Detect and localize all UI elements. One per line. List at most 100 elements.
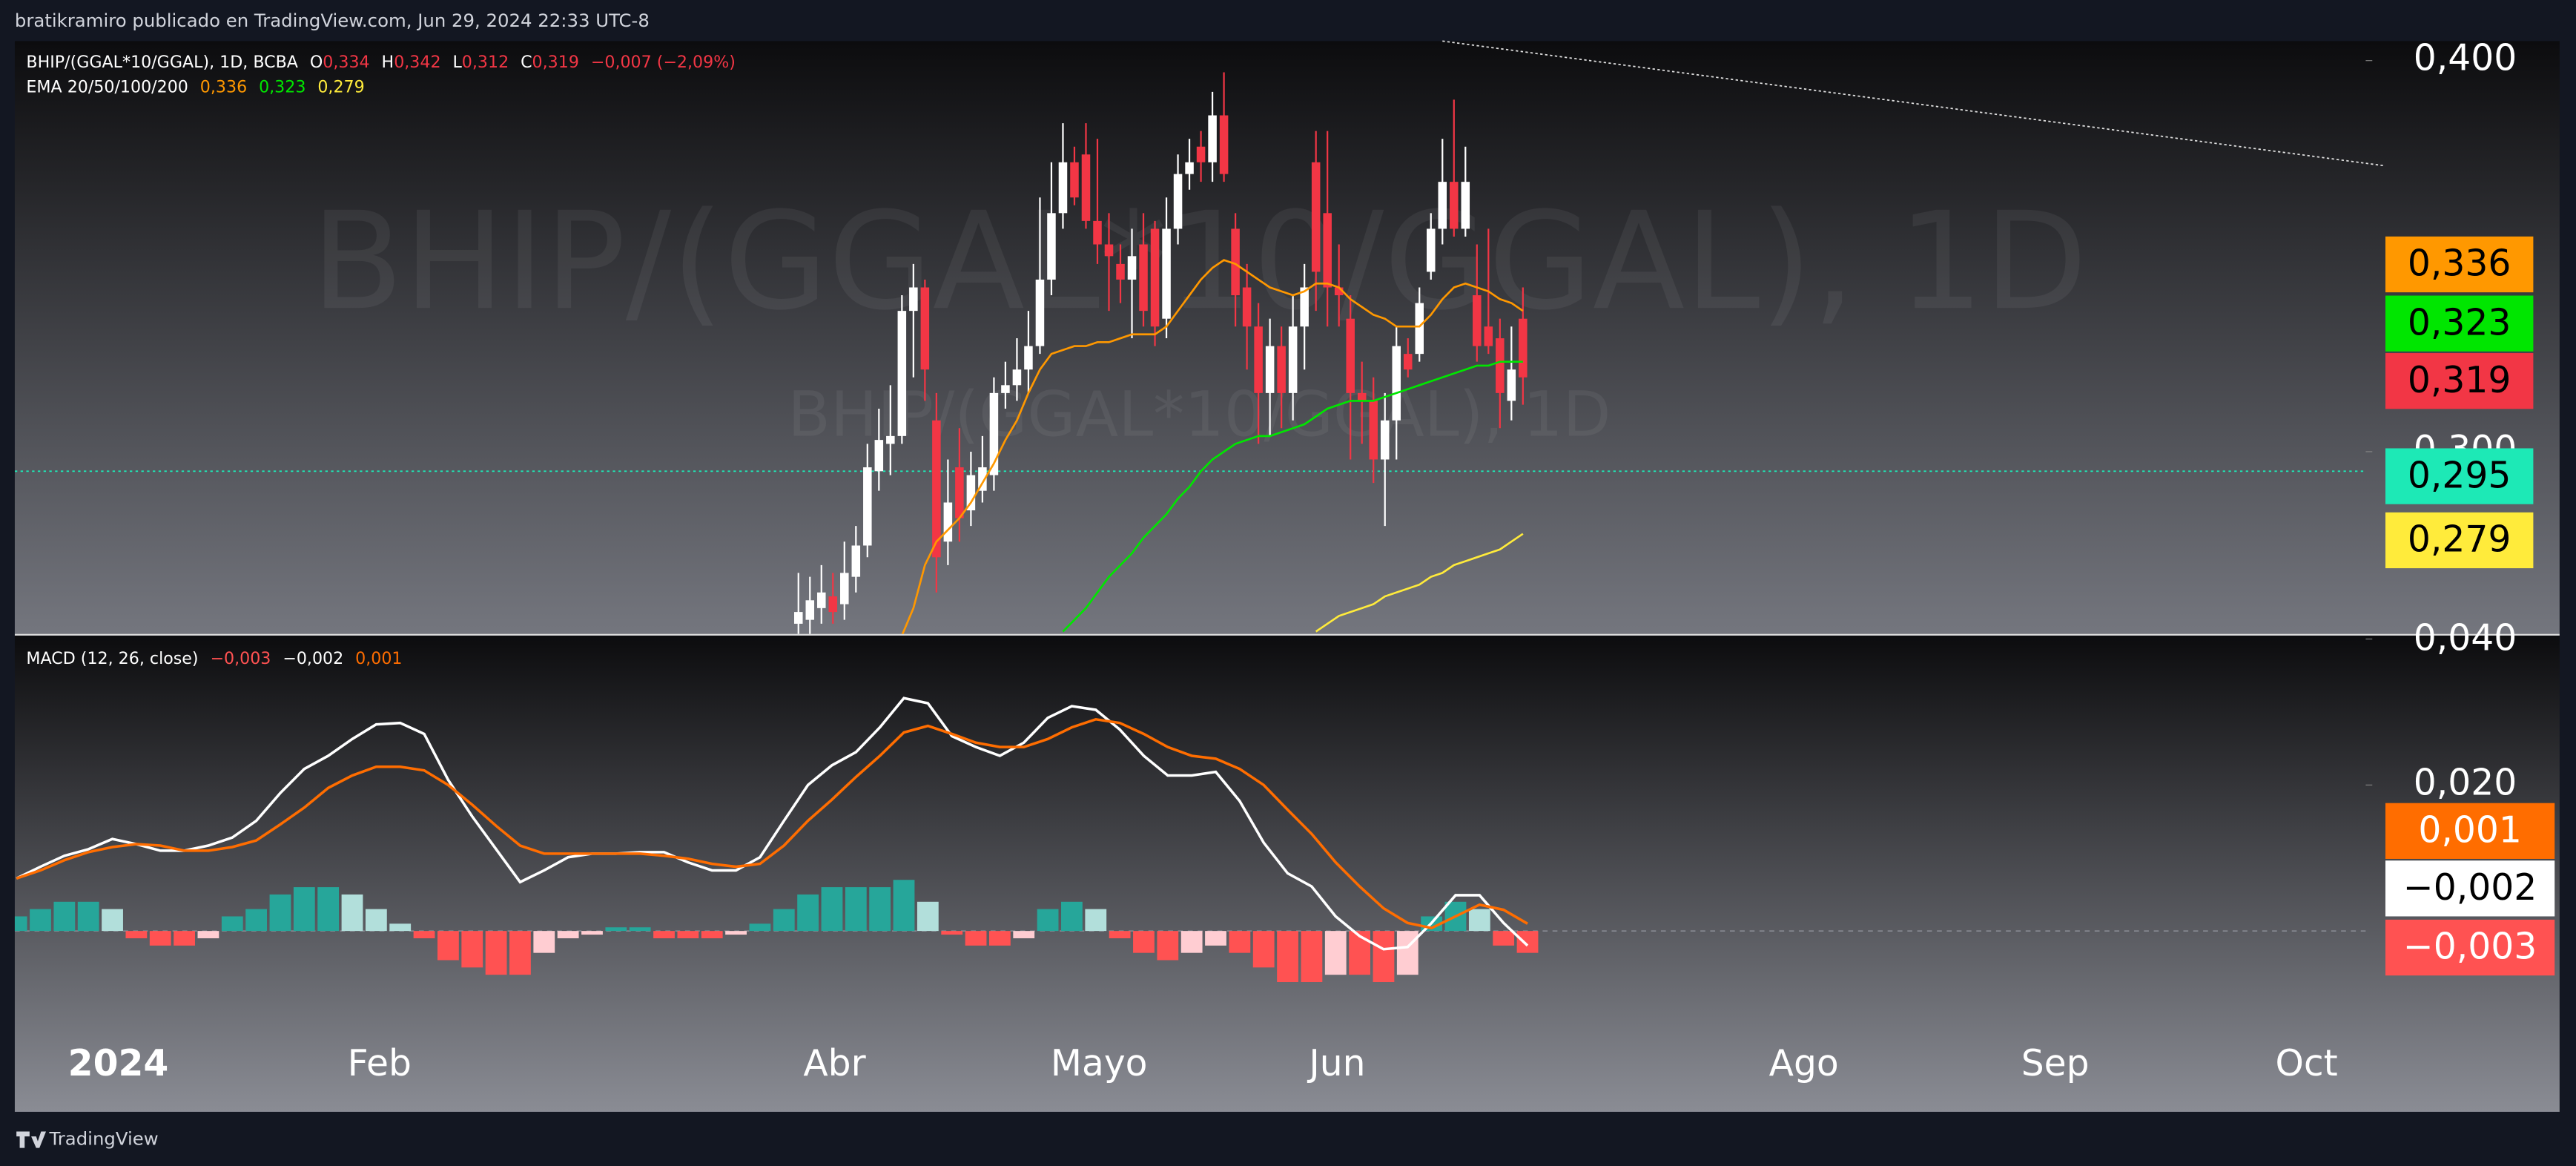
price-label-box [2385, 295, 2534, 352]
price-plot [14, 72, 2366, 634]
candle-body [1162, 228, 1171, 319]
price-label: −0,002 [2403, 867, 2537, 909]
candle-body [1024, 346, 1033, 370]
candle-body [1185, 162, 1194, 174]
price-label: 0,323 [2408, 302, 2511, 343]
candle-body [1093, 220, 1102, 245]
candle-body [1369, 401, 1378, 460]
candle-body [1012, 369, 1022, 386]
histogram-bar [293, 887, 315, 932]
x-tick-label: 2024 [68, 1043, 169, 1084]
line [1062, 360, 1523, 633]
histogram-bar [269, 894, 291, 932]
price-label-box [2385, 803, 2555, 859]
histogram-bar [941, 931, 963, 935]
histogram-bar [1037, 909, 1059, 932]
candle-body [828, 596, 838, 613]
candle-body [978, 467, 987, 491]
candle-body [1058, 162, 1068, 214]
histogram-bar [1277, 931, 1298, 983]
candle-body [909, 287, 918, 312]
ohlc-value: 0,319 [532, 53, 579, 72]
publish-info: bratikramiro publicado en TradingView.co… [15, 10, 650, 31]
histogram-bar [174, 931, 195, 946]
candle-body [1231, 228, 1240, 296]
price-label-box [2385, 860, 2555, 917]
candle-body [1323, 213, 1332, 288]
histogram-bar [1133, 931, 1155, 953]
ohlc-value: 0,334 [323, 53, 369, 72]
candle-body [1219, 115, 1229, 174]
histogram-bar [605, 927, 627, 932]
x-tick-label: Sep [2021, 1043, 2090, 1084]
ohlc-value: 0,312 [462, 53, 509, 72]
macd-plot [14, 696, 2366, 983]
candle-body [1426, 228, 1436, 272]
change: −0,007 (−2,09%) [591, 53, 736, 72]
histogram-bar [1301, 931, 1323, 983]
candle-body [851, 545, 861, 577]
price-label-box [2385, 448, 2534, 504]
price-label: −0,003 [2403, 926, 2537, 968]
watermark: BHIP/(GGAL*10/GGAL), 1D [311, 182, 2088, 340]
candle-body [1104, 244, 1114, 257]
candle-body [989, 392, 999, 475]
watermark-small: BHIP/(GGAL*10/GGAL), 1D [787, 378, 1611, 451]
price-label-box [2385, 353, 2534, 409]
histogram-bar [125, 931, 148, 938]
candle-body [1450, 182, 1459, 229]
histogram-bar [245, 909, 268, 932]
histogram-bar [509, 931, 531, 975]
histogram-bar [1493, 931, 1515, 946]
candle-body [1403, 354, 1413, 370]
histogram-bar [581, 931, 603, 935]
candle-body [955, 467, 964, 518]
histogram-bar [1516, 931, 1539, 953]
line [16, 696, 1529, 951]
histogram-bar [14, 916, 27, 932]
histogram-bar [869, 887, 891, 932]
histogram-bar [557, 931, 579, 938]
histogram-bar [1349, 931, 1370, 975]
histogram-bar [485, 931, 507, 975]
symbol: BHIP/(GGAL*10/GGAL), 1D, BCBA [26, 53, 297, 72]
histogram-bar [30, 909, 51, 932]
histogram-bar [1252, 931, 1275, 968]
price-pane [14, 41, 2560, 634]
x-tick-label: Mayo [1051, 1043, 1148, 1084]
histogram-bar [365, 909, 387, 932]
histogram-bar [389, 923, 412, 932]
candle-body [1277, 346, 1286, 393]
candle-body [886, 435, 895, 444]
candle-body [1461, 182, 1470, 229]
ohlc-value: 0,342 [394, 53, 440, 72]
candle-body [1196, 146, 1206, 162]
histogram-bar [437, 931, 459, 961]
candle-body [1438, 182, 1447, 229]
candle-body [920, 287, 930, 370]
candle-body [1150, 228, 1160, 327]
x-tick-label: Abr [803, 1043, 866, 1084]
histogram-bar [317, 887, 340, 932]
brand: TradingView [48, 1128, 158, 1150]
histogram-bar [1061, 901, 1083, 932]
histogram-bar [413, 931, 435, 938]
x-tick-label: Jun [1307, 1043, 1365, 1084]
price-label: 0,279 [2408, 519, 2511, 561]
histogram-bar [725, 931, 747, 935]
ohlc-label: H [382, 53, 394, 72]
line [1315, 533, 1524, 633]
y-tick-label: 0,020 [2414, 762, 2517, 803]
candle-body [1047, 213, 1056, 280]
candle-body [1507, 369, 1516, 401]
price-label-box [2385, 512, 2534, 569]
histogram-bar [1180, 931, 1203, 953]
candle-body [1415, 303, 1424, 355]
histogram-bar [965, 931, 987, 946]
histogram-bar [1373, 931, 1395, 983]
histogram-bar [197, 931, 219, 938]
candle-body [1001, 385, 1010, 393]
candle-body [1380, 420, 1390, 460]
price-label: 0,319 [2408, 360, 2511, 401]
candle-body [805, 600, 815, 620]
